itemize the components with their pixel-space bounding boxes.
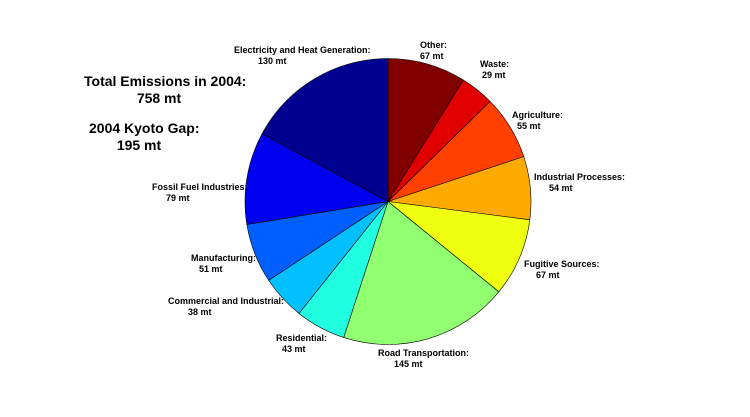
slice-label-manufacturing: Manufacturing: 51 mt: [191, 253, 256, 274]
total-emissions-value: 758 mt: [136, 90, 182, 106]
slice-label-residential: Residential: 43 mt: [276, 333, 328, 354]
pie-slice-fossil-fuel-industries: [244, 133, 389, 225]
slice-label-fugitive-sources: Fugitive Sources: 67 mt: [524, 259, 600, 280]
slice-label-fossil-fuel-industries: Fossil Fuel Industries: 79 mt: [152, 182, 248, 203]
kyoto-gap-value: 195 mt: [116, 137, 162, 153]
total-emissions-label: Total Emissions in 2004:: [84, 73, 247, 89]
kyoto-gap-annotation: 2004 Kyoto Gap: 195 mt: [89, 120, 199, 154]
slice-label-industrial-processes: Industrial Processes: 54 mt: [534, 172, 626, 193]
slice-label-road-transportation: Road Transportation: 145 mt: [378, 348, 470, 369]
slice-label-agriculture: Agriculture: 55 mt: [512, 110, 564, 131]
pie-slice-road-transportation: [343, 200, 500, 345]
slice-label-commercial-and-industrial: Commercial and Industrial: 38 mt: [168, 296, 285, 317]
slice-label-electricity-and-heat-generation: Electricity and Heat Generation: 130 mt: [234, 45, 371, 66]
slice-label-other: Other: 67 mt: [420, 40, 447, 61]
slice-label-waste: Waste: 29 mt: [480, 59, 510, 80]
pie-slice-electricity-and-heat-generation: [261, 58, 389, 203]
kyoto-gap-label: 2004 Kyoto Gap:: [89, 120, 200, 136]
total-emissions-annotation: Total Emissions in 2004: 758 mt: [84, 73, 246, 107]
